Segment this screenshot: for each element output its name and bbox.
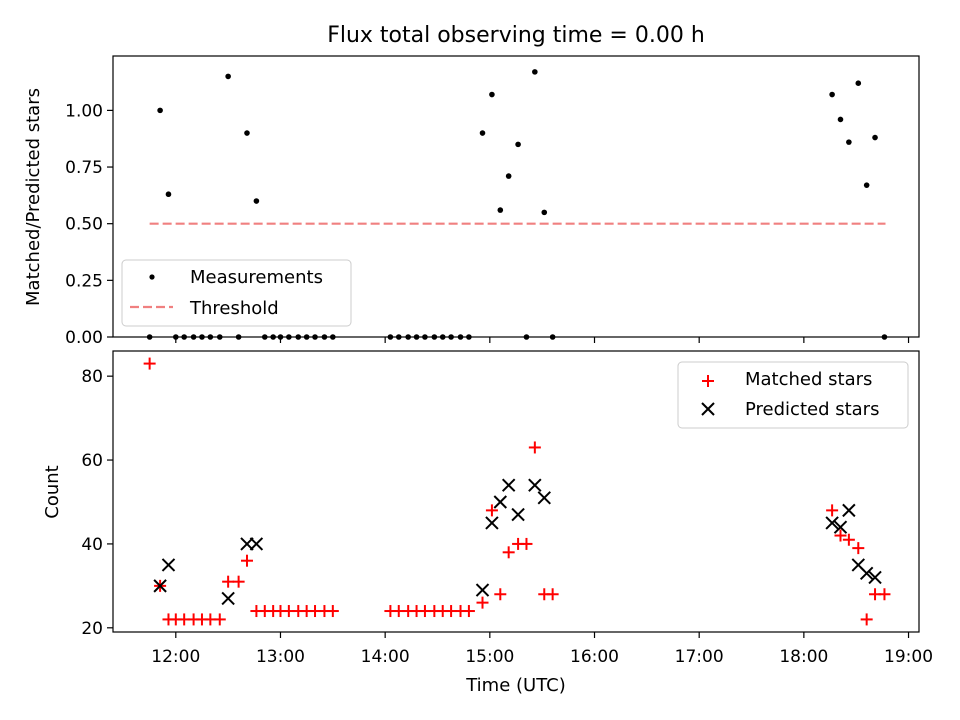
x-tick-label: 18:00 <box>779 647 828 667</box>
bottom-legend: Matched stars Predicted stars <box>677 361 909 429</box>
top-panel: Flux total observing time = 0.00 h Match… <box>23 23 920 348</box>
matched-star-point <box>222 575 235 588</box>
bottom-plot-frame <box>112 350 920 633</box>
legend-measurements-label: Measurements <box>190 267 323 288</box>
y-tick-label: 0.25 <box>65 271 103 291</box>
matched-star-point <box>528 441 541 454</box>
predicted-star-point <box>868 570 882 585</box>
y-tick-label: 20 <box>81 619 103 639</box>
matched-star-point <box>326 605 339 618</box>
matched-star-point <box>143 357 156 370</box>
matched-star-point <box>546 588 559 601</box>
top-legend: Measurements Threshold <box>121 259 352 327</box>
y-tick-label: 80 <box>81 367 103 387</box>
predicted-star-point <box>501 478 516 492</box>
measurement-point <box>515 141 521 148</box>
matched-star-point <box>485 504 498 517</box>
predicted-star-point <box>240 537 254 551</box>
predicted-star-point <box>485 516 499 530</box>
bottom-axes: 20 40 60 80 12:00 13:00 14:00 15:00 16:00 17:00 18… <box>81 367 933 667</box>
matched-star-point <box>826 504 839 517</box>
legend-threshold-label: Threshold <box>189 298 279 319</box>
measurement-point <box>532 69 538 75</box>
predicted-star-point <box>528 478 542 492</box>
legend-predicted-marker <box>701 402 715 416</box>
measurement-point <box>157 107 163 114</box>
predicted-star-point <box>493 495 508 509</box>
predicted-star-point <box>153 579 167 593</box>
predicted-star-point <box>511 507 525 522</box>
bottom-y-axis-label: Count <box>42 465 63 518</box>
y-tick-label: 0.50 <box>65 215 103 235</box>
x-tick-label: 14:00 <box>361 647 410 667</box>
matched-star-point <box>240 554 253 567</box>
top-legend-box <box>121 259 352 327</box>
measurement-point <box>872 134 878 141</box>
matched-star-point <box>878 588 891 601</box>
predicted-star-point <box>833 520 848 534</box>
legend-predicted-label: Predicted stars <box>745 399 879 420</box>
predicted-star-point <box>859 566 874 580</box>
measurement-point <box>244 130 250 136</box>
x-tick-label: 17:00 <box>675 647 724 667</box>
top-axes: 0.00 0.25 0.50 0.75 1.00 <box>65 101 910 348</box>
x-tick-label: 12:00 <box>151 647 200 667</box>
matched-star-point <box>520 537 533 550</box>
y-tick-label: 40 <box>81 535 103 555</box>
y-tick-label: 1.00 <box>65 101 103 121</box>
predicted-star-point <box>475 583 490 597</box>
x-tick-label: 15:00 <box>465 647 514 667</box>
predicted-star-point <box>221 591 235 606</box>
matched-star-point <box>502 546 515 559</box>
measurement-point <box>829 91 835 98</box>
legend-matched-marker <box>702 375 714 387</box>
top-y-axis-label: Matched/Predicted stars <box>23 88 44 306</box>
legend-matched-label: Matched stars <box>745 369 872 390</box>
measurement-point <box>863 182 870 188</box>
bottom-points-layer <box>143 357 891 626</box>
matched-star-point <box>232 575 245 588</box>
matched-star-point <box>842 533 855 546</box>
y-tick-label: 60 <box>81 451 103 471</box>
matched-star-point <box>494 588 507 601</box>
measurement-point <box>479 130 486 136</box>
x-tick-label: 19:00 <box>884 647 933 667</box>
x-tick-label: 13:00 <box>256 647 305 667</box>
bottom-legend-box <box>677 361 909 429</box>
measurement-point <box>489 91 495 98</box>
matched-star-point <box>860 613 873 626</box>
x-tick-label: 16:00 <box>570 647 619 667</box>
measurement-point <box>846 139 852 145</box>
matched-star-point <box>852 542 865 555</box>
bottom-panel: Count Time (UTC) 20 40 60 80 12:00 13:00 14:00… <box>42 350 933 696</box>
predicted-star-point <box>842 503 856 518</box>
predicted-star-point <box>825 516 839 530</box>
measurement-point <box>497 207 504 213</box>
predicted-star-point <box>537 491 551 505</box>
measurement-point <box>225 73 231 80</box>
measurement-point <box>505 173 512 179</box>
measurement-point <box>837 116 844 123</box>
matched-star-point <box>834 529 847 542</box>
matched-star-point <box>462 605 475 618</box>
chart-title: Flux total observing time = 0.00 h <box>327 23 705 48</box>
predicted-star-point <box>161 558 176 572</box>
top-plot-frame <box>112 55 920 338</box>
matched-star-point <box>213 613 226 626</box>
predicted-star-point <box>249 537 264 551</box>
y-tick-label: 0.00 <box>65 328 103 348</box>
measurement-point <box>253 198 260 204</box>
y-tick-label: 0.75 <box>65 158 103 178</box>
measurement-point <box>855 80 862 86</box>
legend-measurements-marker <box>149 274 155 280</box>
matched-star-point <box>476 596 489 609</box>
measurement-point <box>165 191 172 198</box>
measurement-point <box>541 209 548 216</box>
x-axis-label: Time (UTC) <box>465 675 566 696</box>
